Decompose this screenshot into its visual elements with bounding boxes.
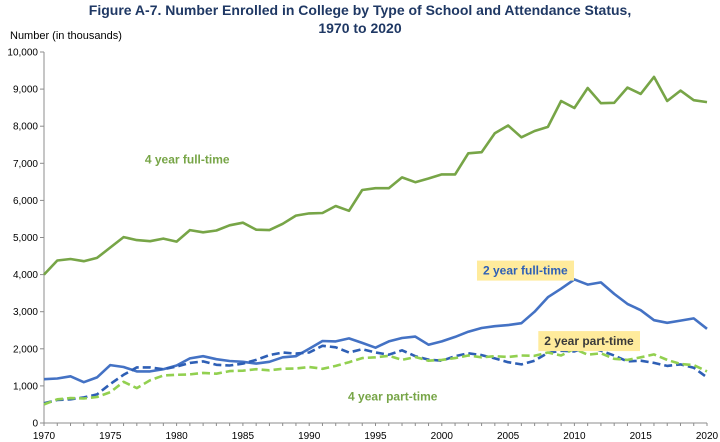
label-highlight-2-year-part-time xyxy=(538,331,640,352)
x-tick-label: 2000 xyxy=(431,431,454,442)
label-highlight-2-year-full-time xyxy=(476,260,575,281)
y-tick-label: 3,000 xyxy=(13,307,38,318)
chart-subtitle: 1970 to 2020 xyxy=(318,20,402,36)
y-axis-label: Number (in thousands) xyxy=(10,30,122,42)
x-tick-label: 1990 xyxy=(298,431,321,442)
x-tick-label: 2020 xyxy=(696,431,719,442)
x-tick-label: 1970 xyxy=(33,431,56,442)
series-line-2-year-full-time xyxy=(43,278,708,384)
y-tick-label: 4,000 xyxy=(13,270,38,281)
series-label-4-year-part-time: 4 year part-time xyxy=(348,390,438,404)
x-tick-label: 1980 xyxy=(165,431,188,442)
y-tick-label: 8,000 xyxy=(13,122,38,133)
y-tick-label: 7,000 xyxy=(13,159,38,170)
y-tick-label: 6,000 xyxy=(13,196,38,207)
series-line-4-year-full-time xyxy=(43,75,708,276)
y-tick-label: 9,000 xyxy=(13,85,38,96)
x-tick-label: 2010 xyxy=(563,431,586,442)
x-tick-label: 1985 xyxy=(232,431,255,442)
x-tick-label: 2005 xyxy=(497,431,520,442)
y-tick-label: 10,000 xyxy=(7,48,38,59)
series-label-2-year-part-time: 2 year part-time xyxy=(544,334,634,348)
y-tick-label: 2,000 xyxy=(13,344,38,355)
y-tick-label: 5,000 xyxy=(13,233,38,244)
y-tick-label: 0 xyxy=(32,419,38,430)
x-tick-label: 2015 xyxy=(630,431,653,442)
chart-title: Figure A-7. Number Enrolled in College b… xyxy=(88,2,632,18)
x-tick-label: 1995 xyxy=(364,431,387,442)
series-line-4-year-part-time xyxy=(43,347,708,406)
y-tick-label: 1,000 xyxy=(13,381,38,392)
series-label-2-year-full-time: 2 year full-time xyxy=(483,264,568,278)
x-tick-label: 1975 xyxy=(99,431,122,442)
series-label-4-year-full-time: 4 year full-time xyxy=(145,152,230,166)
